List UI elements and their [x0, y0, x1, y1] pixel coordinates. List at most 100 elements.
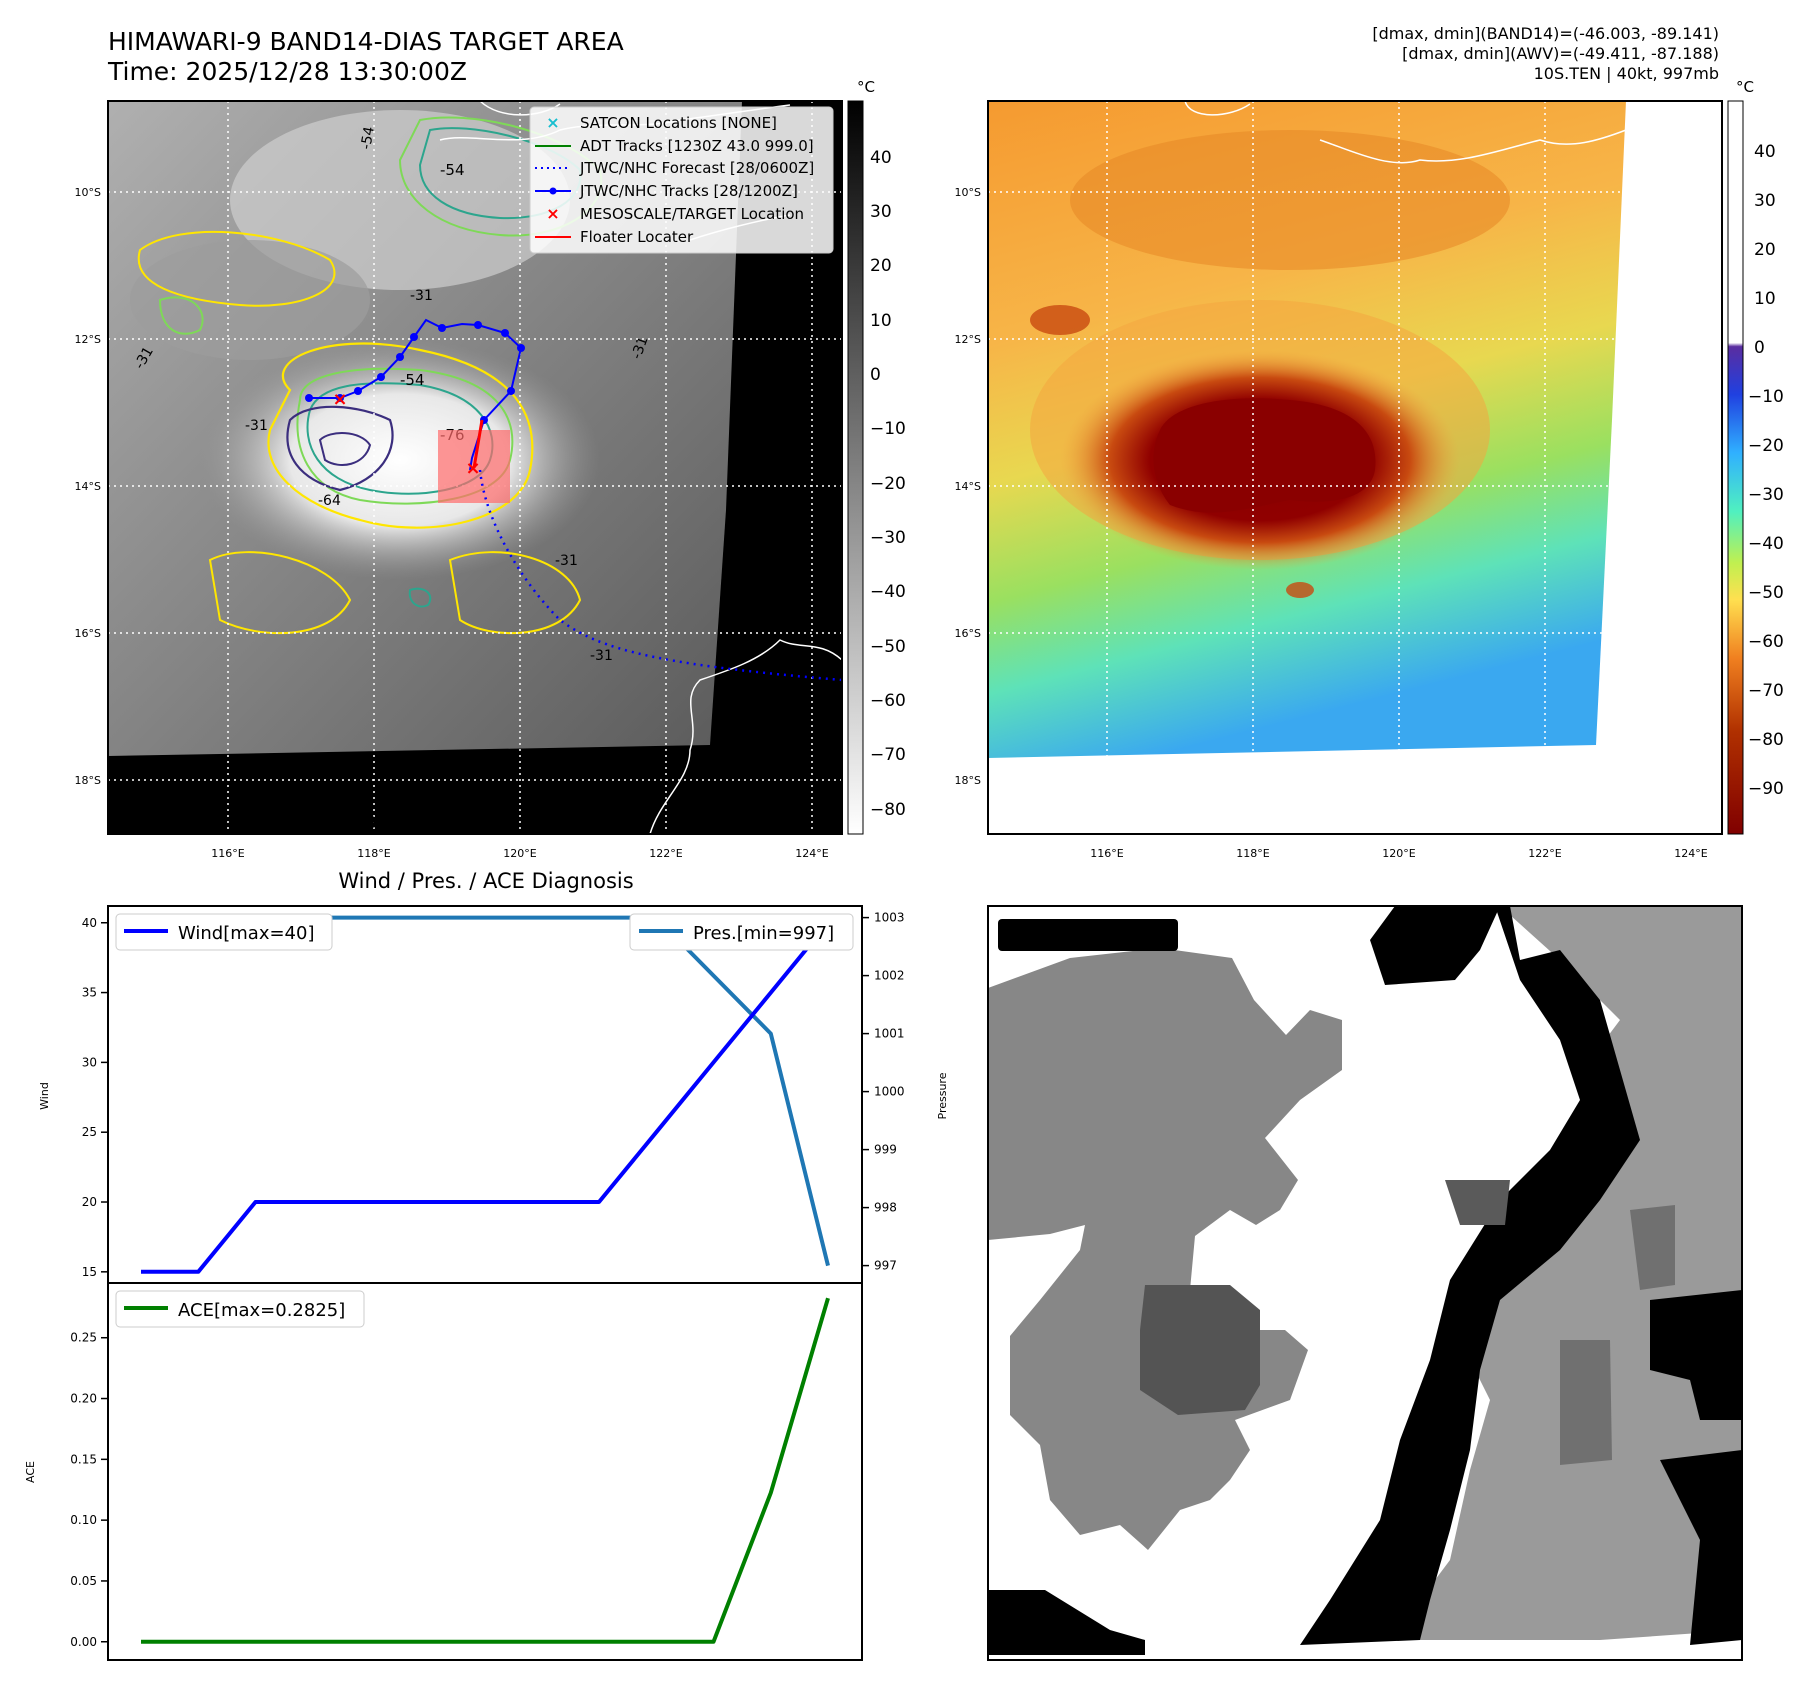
copyright: Copyright © 2020-2025 Dapiya [112, 809, 391, 828]
pressure-legend: Pres.[min=997] [629, 913, 854, 951]
colorbar-tick: −40 [870, 582, 906, 602]
pressure-tick-label: 1000 [874, 1085, 905, 1099]
wind-line [141, 921, 830, 1274]
y-axis-label-wind: Wind [38, 1082, 51, 1110]
wmg-warm-region [988, 948, 1342, 1550]
contour-label: -54 [358, 125, 378, 150]
legend-wind: Wind[max=40] [178, 923, 315, 944]
colorbar-tick: −30 [1748, 485, 1784, 505]
legend-label: ADT Tracks [1230Z 43.0 999.0] [580, 137, 814, 155]
legend-pressure: Pres.[min=997] [693, 923, 834, 944]
lon-label: 124°E [795, 847, 828, 860]
lon-label: 122°E [1528, 847, 1561, 860]
contour-label: -64 [318, 493, 341, 509]
lon-label: 116°E [1090, 847, 1123, 860]
wind-tick-label: 20 [82, 1195, 97, 1209]
band14-map-frame [107, 100, 843, 835]
colorbar-tick: −80 [1748, 730, 1784, 750]
map-gridlines [988, 101, 1722, 760]
ace-line [141, 1297, 830, 1644]
target-marker-icon: × [546, 204, 559, 223]
colorbar-tick: −30 [870, 528, 906, 548]
contour-label: -31 [629, 334, 652, 361]
colorbar-tick: 20 [870, 256, 892, 276]
diagnosis-ticks: 15 20 25 30 35 40 997 998 999 1000 1001 1002 1003 0.0… [70, 911, 904, 1649]
right-lon-labels: 116°E 118°E 120°E 122°E 124°E [1090, 847, 1707, 860]
contour-label: -31 [245, 418, 268, 434]
colorbar-tick: 0 [1754, 338, 1765, 358]
diagnosis-title: Wind / Pres. / ACE Diagnosis [338, 869, 633, 893]
colorbar-tick: −50 [870, 637, 906, 657]
wmg-count-badge [998, 919, 1178, 951]
contour-label: -54 [440, 161, 465, 179]
lon-label: 120°E [1382, 847, 1415, 860]
colorbar-left-ticks: 40 30 20 10 0 −10 −20 −30 −40 −50 −60 −7… [870, 148, 906, 820]
contour-label: -31 [590, 648, 613, 664]
lon-label: 118°E [357, 847, 390, 860]
left-lon-labels: 116°E 118°E 120°E 122°E 124°E [211, 847, 828, 860]
legend-label: MESOSCALE/TARGET Location [580, 205, 804, 223]
contour-label: -31 [555, 553, 578, 569]
ace-tick-label: 0.00 [70, 1635, 97, 1649]
contour-label: -54 [400, 371, 425, 389]
legend-ace: ACE[max=0.2825] [178, 1300, 345, 1321]
colorbar-tick: 10 [870, 311, 892, 331]
ace-legend: ACE[max=0.2825] [115, 1290, 365, 1328]
wind-tick-label: 25 [82, 1125, 97, 1139]
wmg-count-label: WMG Count: 0 [1012, 925, 1165, 947]
pressure-tick-label: 999 [874, 1143, 897, 1157]
satcon-marker-icon: × [546, 113, 559, 132]
legend-label: JTWC/NHC Tracks [28/1200Z] [579, 182, 798, 200]
left-lat-labels: 10°S 12°S 14°S 16°S 18°S [75, 186, 101, 787]
contour-76 [318, 432, 372, 466]
wind-tick-label: 30 [82, 1055, 97, 1069]
colorbar-left [847, 100, 864, 835]
colorbar-tick: −10 [870, 419, 906, 439]
ace-tick-label: 0.15 [70, 1452, 97, 1466]
storm-info: 10S.TEN | 40kt, 997mb [1534, 64, 1719, 83]
y-axis-label-ace: ACE [24, 1461, 37, 1483]
contour-label: -31 [410, 288, 433, 304]
colorbar-tick: −60 [1748, 632, 1784, 652]
colorbar-tick: −80 [870, 800, 906, 820]
target-marker-x: × [332, 389, 347, 410]
wmg-outer-region [1420, 906, 1742, 1640]
wind-legend: Wind[max=40] [115, 913, 333, 951]
right-lat-labels: 10°S 12°S 14°S 16°S 18°S [955, 186, 981, 787]
colorbar-tick: −50 [1748, 583, 1784, 603]
coastline [1184, 101, 1627, 164]
colorbar-right-ticks: 40 30 20 10 0 −10 −20 −30 −40 −50 −60 −7… [1748, 142, 1784, 799]
colorbar-tick: −40 [1748, 534, 1784, 554]
lat-label: 18°S [75, 774, 101, 787]
colorbar-tick: 40 [1754, 142, 1776, 162]
colorbar-tick: 0 [870, 365, 881, 385]
diagnosis-lines [141, 915, 830, 1644]
wind-tick-label: 40 [82, 916, 97, 930]
lon-label: 120°E [503, 847, 536, 860]
wmg-core [1140, 1285, 1260, 1415]
lat-label: 14°S [955, 480, 981, 493]
colorbar-tick: −70 [1748, 681, 1784, 701]
pressure-tick-label: 1003 [874, 911, 905, 925]
wmg-black-band [1300, 906, 1640, 1645]
ace-axes [107, 1282, 863, 1661]
colorbar-tick: 30 [870, 202, 892, 222]
colorbar-right [1727, 100, 1744, 835]
ace-tick-label: 0.05 [70, 1574, 97, 1588]
figure-time: Time: 2025/12/28 13:30:00Z [107, 57, 467, 86]
floater-locater-line [472, 419, 484, 469]
wind-tick-label: 35 [82, 986, 97, 1000]
lat-label: 16°S [75, 627, 101, 640]
wind-tick-label: 15 [82, 1265, 97, 1279]
ace-tick-label: 0.20 [70, 1392, 97, 1406]
y-axis-label-pressure: Pressure [936, 1072, 949, 1119]
pressure-tick-label: 997 [874, 1259, 897, 1273]
wind-pressure-axes [107, 905, 863, 1284]
awv-map [988, 101, 1722, 834]
lat-label: 12°S [75, 333, 101, 346]
target-marker-x: × [465, 458, 480, 479]
legend-label: SATCON Locations [NONE] [580, 114, 777, 132]
awv-map-frame [987, 100, 1723, 835]
wmg-panel [988, 906, 1742, 1660]
